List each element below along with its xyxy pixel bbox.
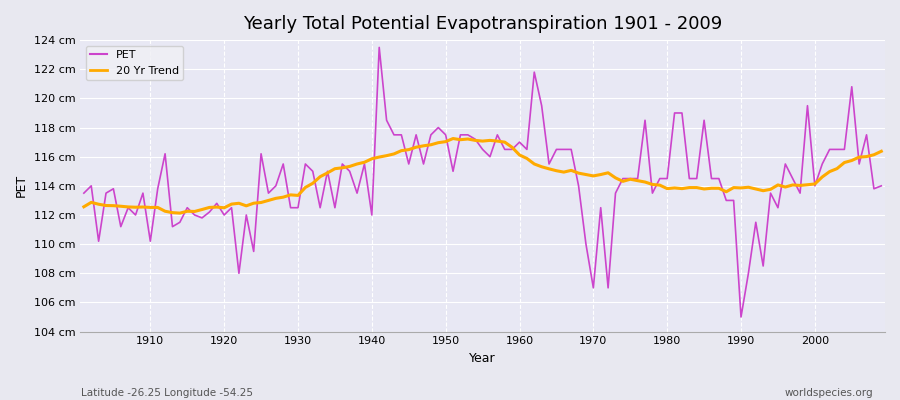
X-axis label: Year: Year bbox=[469, 352, 496, 365]
Y-axis label: PET: PET bbox=[15, 174, 28, 198]
Legend: PET, 20 Yr Trend: PET, 20 Yr Trend bbox=[86, 46, 184, 80]
Title: Yearly Total Potential Evapotranspiration 1901 - 2009: Yearly Total Potential Evapotranspiratio… bbox=[243, 15, 722, 33]
Text: worldspecies.org: worldspecies.org bbox=[785, 388, 873, 398]
Text: Latitude -26.25 Longitude -54.25: Latitude -26.25 Longitude -54.25 bbox=[81, 388, 253, 398]
